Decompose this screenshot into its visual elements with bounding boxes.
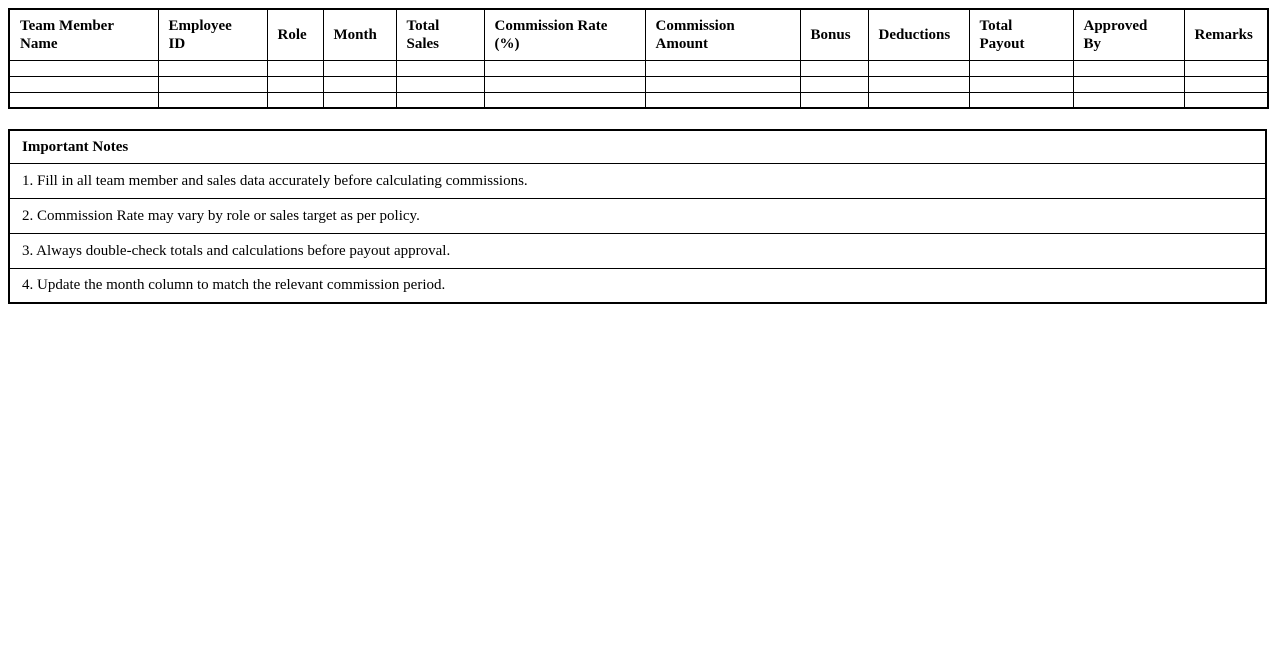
empty-cell	[157, 75, 268, 93]
column-header-role: Role	[266, 8, 324, 61]
note-item-4: 4. Update the month column to match the …	[8, 267, 1267, 304]
note-row: 1. Fill in all team member and sales dat…	[8, 162, 1267, 199]
empty-cell	[483, 75, 646, 93]
column-header-deductions: Deductions	[867, 8, 970, 61]
empty-cell	[322, 59, 397, 77]
empty-cell	[322, 91, 397, 109]
empty-cell	[483, 59, 646, 77]
column-header-month: Month	[322, 8, 397, 61]
column-header-commission-rate: Commission Rate (%)	[483, 8, 646, 61]
empty-cell	[1072, 75, 1185, 93]
note-row: 3. Always double-check totals and calcul…	[8, 232, 1267, 269]
empty-cell	[395, 91, 485, 109]
empty-cell	[644, 75, 801, 93]
empty-cell	[483, 91, 646, 109]
empty-cell	[1183, 91, 1269, 109]
empty-cell	[1072, 59, 1185, 77]
table-row	[8, 91, 1269, 109]
note-row: 2. Commission Rate may vary by role or s…	[8, 197, 1267, 234]
note-item-1: 1. Fill in all team member and sales dat…	[8, 162, 1267, 199]
empty-cell	[395, 59, 485, 77]
column-header-employee-id: Employee ID	[157, 8, 268, 61]
empty-cell	[157, 59, 268, 77]
empty-cell	[799, 91, 869, 109]
empty-cell	[266, 59, 324, 77]
commission-table: Team Member Name Employee ID Role Month …	[8, 8, 1269, 109]
empty-cell	[1183, 75, 1269, 93]
empty-cell	[644, 91, 801, 109]
empty-cell	[322, 75, 397, 93]
empty-cell	[8, 91, 159, 109]
notes-title-row: Important Notes	[8, 129, 1267, 164]
notes-title: Important Notes	[8, 129, 1267, 164]
empty-cell	[968, 75, 1074, 93]
column-header-total-sales: Total Sales	[395, 8, 485, 61]
column-header-commission-amount: Commission Amount	[644, 8, 801, 61]
empty-cell	[8, 75, 159, 93]
empty-cell	[968, 91, 1074, 109]
empty-cell	[799, 75, 869, 93]
empty-cell	[968, 59, 1074, 77]
empty-cell	[266, 75, 324, 93]
empty-cell	[644, 59, 801, 77]
table-row	[8, 75, 1269, 93]
column-header-approved-by: Approved By	[1072, 8, 1185, 61]
commission-table-header-row: Team Member Name Employee ID Role Month …	[8, 8, 1269, 61]
empty-cell	[8, 59, 159, 77]
column-header-team-member-name: Team Member Name	[8, 8, 159, 61]
column-header-remarks: Remarks	[1183, 8, 1269, 61]
column-header-bonus: Bonus	[799, 8, 869, 61]
column-header-total-payout: Total Payout	[968, 8, 1074, 61]
empty-cell	[1183, 59, 1269, 77]
important-notes-table: Important Notes 1. Fill in all team memb…	[8, 129, 1267, 304]
note-item-2: 2. Commission Rate may vary by role or s…	[8, 197, 1267, 234]
empty-cell	[867, 59, 970, 77]
note-item-3: 3. Always double-check totals and calcul…	[8, 232, 1267, 269]
empty-cell	[867, 91, 970, 109]
empty-cell	[867, 75, 970, 93]
note-row: 4. Update the month column to match the …	[8, 267, 1267, 304]
empty-cell	[157, 91, 268, 109]
table-row	[8, 59, 1269, 77]
commission-table-body	[8, 59, 1269, 109]
empty-cell	[395, 75, 485, 93]
empty-cell	[799, 59, 869, 77]
empty-cell	[266, 91, 324, 109]
empty-cell	[1072, 91, 1185, 109]
